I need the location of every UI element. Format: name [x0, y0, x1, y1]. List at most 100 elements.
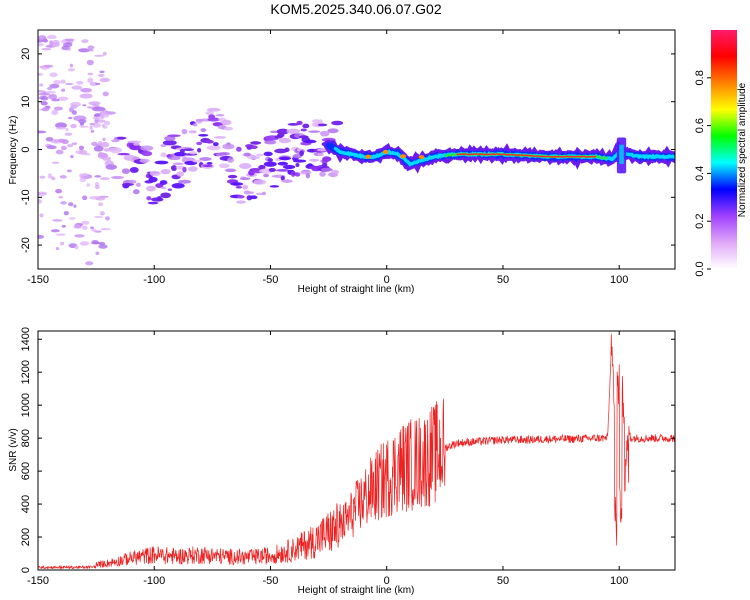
spectrogram-blob — [98, 202, 103, 207]
colorbar-tick-label: 0.4 — [694, 166, 706, 181]
spectrogram-blob — [94, 196, 106, 201]
spectrogram-blob — [66, 143, 74, 148]
spectrogram-blob — [188, 166, 198, 172]
colorbar: 0.0 0.2 0.4 0.6 0.8 Normalized spectral ampl… — [694, 30, 748, 277]
spectrogram-blob — [140, 145, 154, 151]
spectrogram-blob — [221, 119, 232, 126]
spectrogram-blob — [65, 83, 74, 86]
snr-y-tick-label: 1200 — [20, 360, 32, 384]
ridge-hotspot — [365, 154, 372, 159]
spectrogram-blob — [282, 164, 296, 170]
spectrogram-blob — [80, 87, 93, 93]
chart-title: KOM5.2025.340.06.07.G02 — [270, 1, 441, 17]
spectrogram-blob — [55, 122, 67, 129]
spectrogram-blob — [108, 147, 123, 154]
spectrogram-blob — [162, 140, 177, 146]
spectrogram-blob — [51, 98, 60, 102]
spectrogram-blob — [66, 169, 72, 173]
spectrogram-blob — [89, 82, 98, 86]
spectrogram-blob — [122, 182, 134, 186]
spectrogram-blob — [85, 261, 94, 266]
spectrogram-blob — [45, 45, 53, 48]
spectrogram-blob — [60, 201, 67, 205]
colorbar-tick-label: 0.2 — [694, 214, 706, 229]
spectrogram-blob — [79, 93, 93, 99]
spectrogram-blob — [192, 123, 198, 127]
spectrogram-blob — [90, 130, 95, 133]
spectrogram-x-tick-label: 50 — [497, 274, 509, 286]
spectrogram-blob — [86, 59, 94, 66]
spectrogram-blob — [41, 47, 52, 51]
spectrogram-blob — [196, 141, 203, 146]
spectrogram-blob — [188, 130, 197, 134]
spectrogram-blob — [38, 234, 45, 239]
ridge-hotspot — [418, 155, 425, 160]
spectrogram-blob — [70, 155, 74, 159]
spectrogram-blob — [199, 157, 212, 161]
spectrogram-blob — [93, 114, 101, 117]
spectrogram-blob — [105, 216, 110, 221]
spectrogram-blob — [249, 195, 258, 200]
spectrogram-blob — [299, 150, 304, 157]
spectrogram-blob — [222, 143, 235, 150]
spectrogram-blob — [164, 135, 176, 141]
spectrogram-blob — [92, 116, 103, 120]
spectrogram-blob — [331, 120, 344, 126]
spectrogram-blob — [302, 123, 310, 129]
spectrogram-blob — [48, 93, 58, 100]
spectrogram-x-axis-label: Height of straight line (km) — [298, 284, 415, 295]
spectrogram-blob — [274, 148, 288, 154]
snr-panel: -150 -100 -50 0 50 100 0 200 400 600 800 1000 1200 1… — [8, 327, 676, 596]
spectrogram-blob — [60, 145, 67, 151]
spectrogram-blob — [249, 145, 258, 149]
spectrogram-blob — [71, 110, 77, 115]
spectrogram-blob — [39, 65, 45, 68]
spectrogram-blob — [81, 225, 88, 230]
spectrogram-blob — [53, 139, 58, 144]
spectrogram-blob — [68, 116, 73, 120]
snr-frame — [37, 330, 676, 571]
spectrogram-blob — [61, 224, 66, 228]
spectrogram-blob — [98, 153, 104, 158]
spectrogram-blob — [68, 217, 76, 220]
spectrogram-blob — [127, 179, 137, 184]
spectrogram-blob — [281, 179, 293, 183]
spectrogram-blob — [73, 224, 81, 229]
spectrogram-blob — [82, 195, 88, 201]
spectrogram-blob — [100, 156, 112, 160]
spectrogram-blob — [89, 125, 93, 130]
spectrogram-blob — [171, 155, 181, 161]
spectrogram-blob — [99, 77, 111, 83]
spectrogram-blob — [49, 83, 60, 89]
spectrogram-blob — [280, 175, 285, 181]
spectrogram-blob — [38, 199, 43, 204]
spectrogram-blob — [331, 169, 340, 175]
spectrogram-blob — [319, 171, 326, 177]
ridge-peak — [456, 153, 597, 158]
spectrogram-weak-blobs — [38, 34, 344, 266]
snr-y-tick-label: 1000 — [20, 393, 32, 417]
spectrogram-blob — [98, 244, 108, 249]
spectrogram-blob — [91, 242, 102, 245]
spectrogram-blob — [213, 136, 227, 139]
spectrogram-blob — [145, 185, 156, 192]
spectrogram-blob — [57, 96, 69, 101]
spectrogram-blob — [103, 148, 111, 152]
spectrogram-blob — [174, 151, 187, 157]
spectrogram-blob — [154, 160, 169, 165]
spectrogram-blob — [70, 123, 77, 129]
spectrogram-blob — [147, 201, 159, 205]
spectrogram-blob — [243, 152, 251, 157]
spectrogram-blob — [278, 137, 292, 144]
spectrogram-blob — [103, 121, 111, 126]
spectrogram-y-ticks: -20 -10 0 10 20 — [20, 48, 675, 253]
spectrogram-blob — [40, 95, 49, 101]
snr-x-ticks: -150 -100 -50 0 50 100 — [27, 331, 628, 587]
spectrogram-blob — [93, 145, 104, 152]
spectrogram-blob — [45, 136, 54, 142]
spectrogram-blob — [253, 179, 267, 185]
spectrogram-blob — [156, 196, 162, 202]
spectrogram-blob — [205, 139, 214, 144]
spectrogram-x-ticks: -150 -100 -50 0 50 100 — [27, 30, 628, 286]
spectrogram-blob — [93, 54, 105, 57]
